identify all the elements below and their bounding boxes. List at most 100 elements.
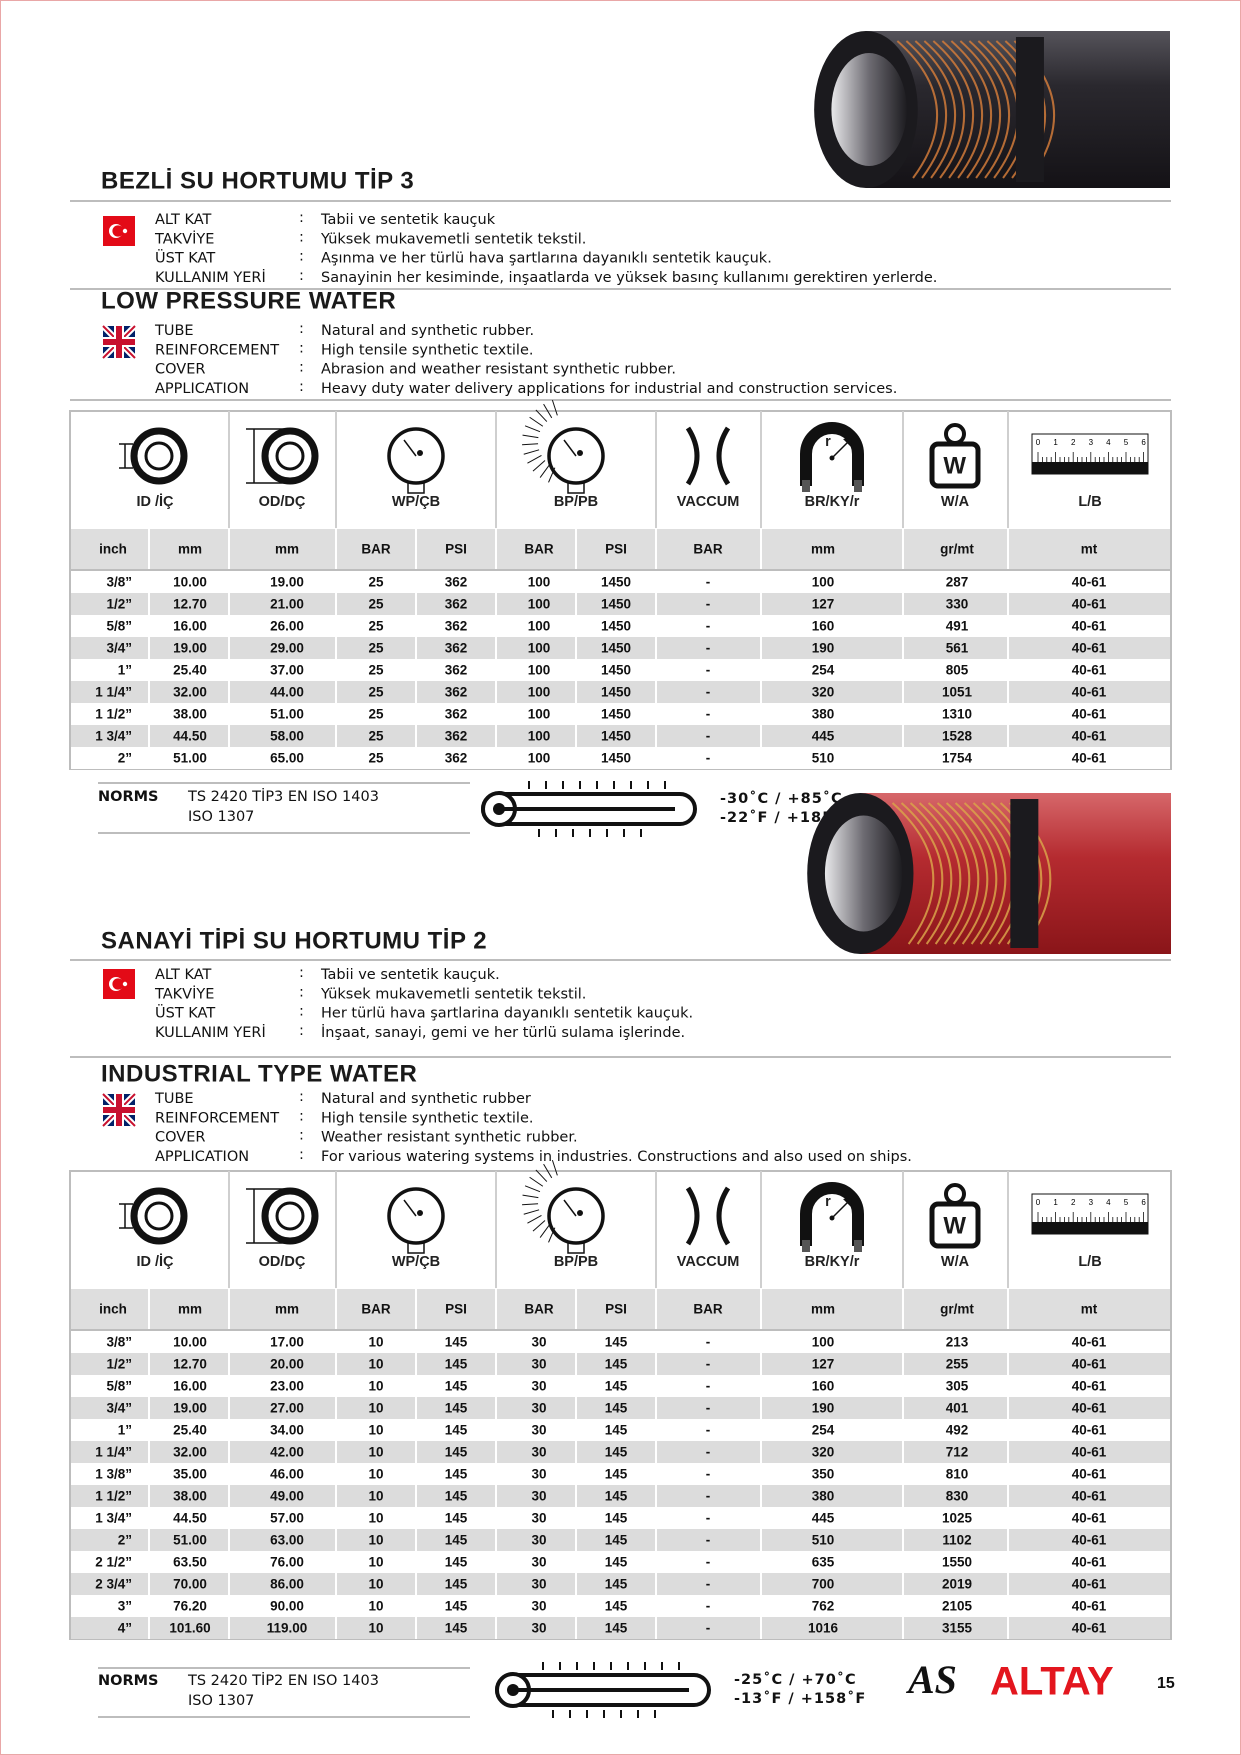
table-cell: 30	[531, 1401, 546, 1416]
table-cell: 30	[531, 1533, 546, 1548]
table-cell: 90.00	[270, 1599, 304, 1614]
icon-ruler-label: 1	[1053, 1198, 1058, 1207]
spec-label: TAKVİYE	[154, 229, 214, 247]
table-cell: 2 1/2”	[95, 1555, 132, 1570]
icon-center	[829, 1215, 835, 1221]
table-cell: 100	[528, 619, 551, 634]
table-row	[71, 1441, 1170, 1463]
icon-gauge-stem	[407, 1242, 425, 1254]
table-cell: 21.00	[270, 597, 304, 612]
unit-label: mm	[275, 542, 299, 557]
table-cell: 40-61	[1072, 1511, 1107, 1526]
table-cell: 40-61	[1072, 729, 1107, 744]
icon-letter: r	[825, 1194, 831, 1210]
spec-value: Aşınma ve her türlü hava şartlarına daya…	[321, 251, 772, 267]
unit-row	[71, 1289, 1170, 1329]
table-cell: 40-61	[1072, 1621, 1107, 1636]
unit-label: BAR	[524, 1302, 553, 1317]
table-cell: 30	[531, 1555, 546, 1570]
table-row	[71, 747, 1170, 769]
spec-label: REINFORCEMENT	[155, 342, 279, 358]
table-cell: 100	[528, 641, 551, 656]
table-cell: 350	[812, 1467, 835, 1482]
table-cell: -	[706, 641, 711, 656]
icon-ruler-label: 5	[1124, 1198, 1129, 1207]
norms-label: NORMS	[98, 789, 159, 805]
temperature: -13˚F / +158˚F	[734, 1690, 866, 1707]
table-cell: 2”	[118, 1533, 132, 1548]
table-cell: 362	[445, 729, 468, 744]
table-cell: 40-61	[1072, 1401, 1107, 1416]
table-cell: 762	[812, 1599, 835, 1614]
table-cell: 27.00	[270, 1401, 304, 1416]
table-cell: 76.00	[270, 1555, 304, 1570]
unit-label: BAR	[361, 542, 390, 557]
icon-ruler-bar	[1032, 1222, 1148, 1234]
table-cell: 40-61	[1072, 1599, 1107, 1614]
table-cell: 5/8”	[106, 1379, 132, 1394]
table-cell: 10	[368, 1511, 383, 1526]
table-cell: 51.00	[173, 751, 207, 766]
column-header: OD/DÇ	[259, 1254, 306, 1270]
table-cell: 145	[445, 1445, 468, 1460]
icon-ruler-label: 4	[1106, 1198, 1111, 1207]
spec-label: ÜST KAT	[155, 249, 215, 267]
spec-separator: :	[299, 1023, 304, 1039]
table-cell: 491	[946, 619, 969, 634]
icon-needle	[403, 1199, 417, 1217]
column-header: L/B	[1078, 494, 1101, 510]
spec-value: For various watering systems in industri…	[321, 1149, 912, 1165]
table-row	[71, 1375, 1170, 1397]
table-cell: -	[706, 1467, 711, 1482]
table-cell: 25	[368, 729, 384, 744]
flag-star	[122, 228, 128, 234]
norm: ISO 1307	[188, 809, 254, 825]
table-cell: 40-61	[1072, 1423, 1107, 1438]
column-header: ID /İÇ	[136, 493, 174, 510]
icon-ruler-label: 6	[1141, 438, 1146, 447]
table-cell: 3/8”	[106, 575, 132, 590]
table-cell: 40-61	[1072, 1555, 1107, 1570]
icon-arrow	[119, 1203, 133, 1229]
unit-label: inch	[99, 1302, 127, 1317]
spec-separator: :	[299, 965, 304, 981]
hose-wire	[945, 802, 989, 945]
icon-ring	[261, 427, 319, 485]
table-cell: 51.00	[173, 1533, 207, 1548]
table-cell: 38.00	[173, 707, 207, 722]
table-cell: 30	[531, 1357, 546, 1372]
table-cell: 10.00	[173, 1335, 207, 1350]
table-cell: 100	[528, 575, 551, 590]
table-cell: 25	[368, 619, 384, 634]
table-cell: 10	[368, 1467, 383, 1482]
unit-label: mm	[811, 1302, 835, 1317]
table-row	[71, 1573, 1170, 1595]
table-cell: 29.00	[270, 641, 304, 656]
table-cell: 145	[605, 1467, 628, 1482]
table-cell: -	[706, 707, 711, 722]
column-header: VACCUM	[677, 1254, 740, 1270]
table-cell: 30	[531, 1511, 546, 1526]
unit-label: mm	[178, 1302, 202, 1317]
icon-burst	[529, 1176, 544, 1187]
table-cell: 38.00	[173, 1489, 207, 1504]
table-cell: 46.00	[270, 1467, 304, 1482]
unit-label: inch	[99, 542, 127, 557]
spec-separator: :	[299, 1128, 304, 1144]
table-cell: 492	[946, 1423, 969, 1438]
norm: ISO 1307	[188, 1693, 254, 1709]
table-cell: 100	[812, 575, 835, 590]
hose-wire	[896, 40, 939, 179]
table-cell: 190	[812, 641, 835, 656]
table-cell: 1450	[601, 641, 631, 656]
table-cell: -	[706, 619, 711, 634]
table-cell: 10	[368, 1357, 383, 1372]
flag-crescent-cut	[112, 978, 124, 990]
table-cell: 145	[605, 1511, 628, 1526]
icon-ring	[144, 441, 174, 471]
table-cell: 119.00	[267, 1621, 308, 1636]
table-cell: 40-61	[1072, 1379, 1107, 1394]
table-cell: -	[706, 1423, 711, 1438]
table-cell: 1/2”	[106, 1357, 132, 1372]
